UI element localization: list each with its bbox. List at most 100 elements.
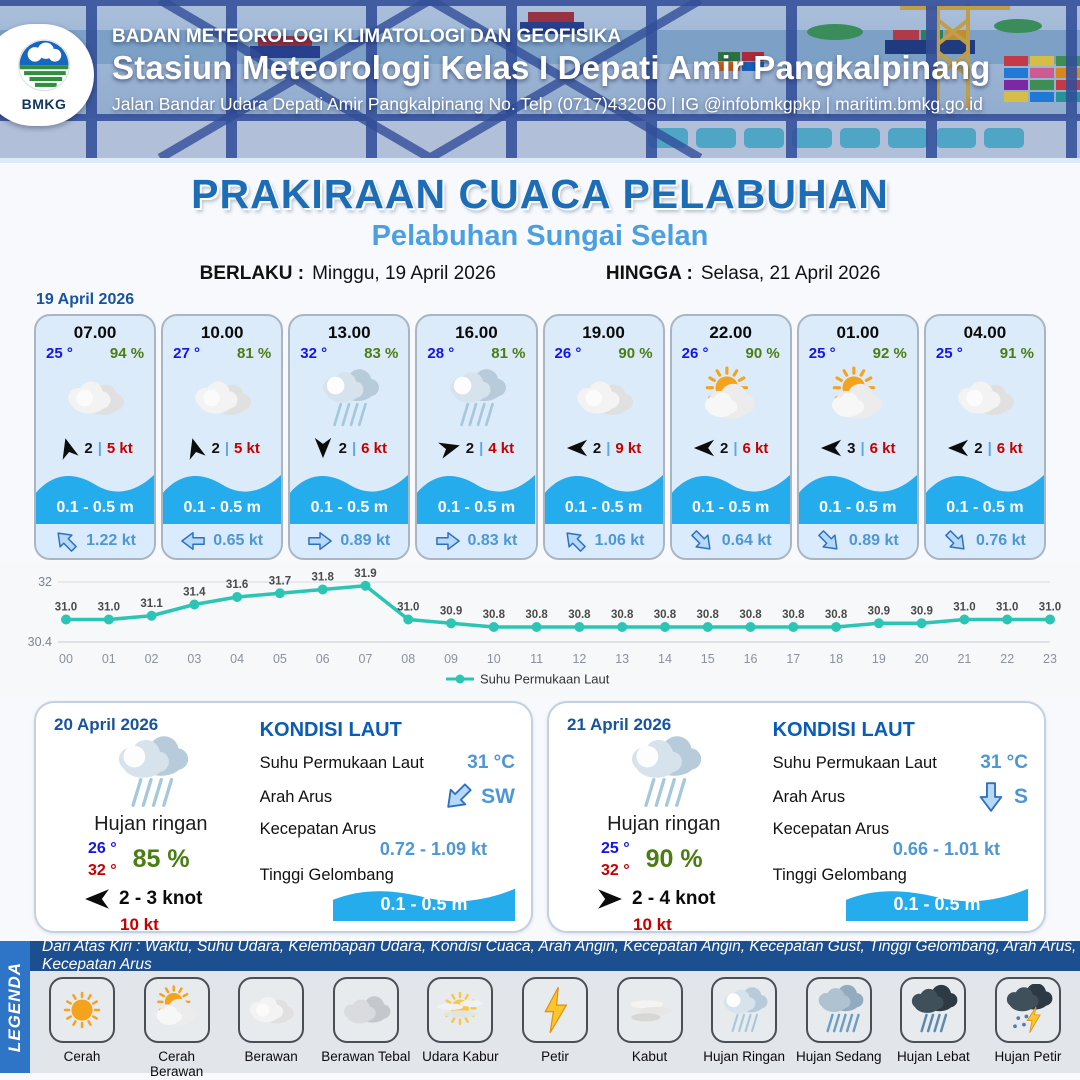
- current-direction-icon: [308, 529, 333, 553]
- legend-item: Cerah Berawan: [131, 977, 223, 1079]
- svg-text:01: 01: [102, 652, 116, 666]
- wave-height-value: 0.1 - 0.5 m: [310, 499, 388, 517]
- valid-until-label: HINGGA :: [605, 263, 693, 284]
- current-row: 0.89 kt: [290, 524, 409, 558]
- wave-height-value: 0.1 - 0.5 m: [893, 894, 981, 914]
- current-row: 0.83 kt: [417, 524, 536, 558]
- wind-range: 2 - 4 knot: [632, 888, 716, 910]
- legend-note: Dari Atas Kiri : Waktu, Suhu Udara, Kele…: [30, 938, 1080, 973]
- wind-speed: 2: [592, 439, 602, 457]
- light-rain-icon: [612, 731, 716, 813]
- humidity-value: 90 %: [745, 345, 780, 362]
- legend-item: Hujan Sedang: [793, 977, 885, 1073]
- wind-direction-icon: [57, 437, 79, 460]
- temp-value: 26 °: [554, 345, 582, 362]
- weather-icon-hujan-ringan: [417, 362, 535, 433]
- legend-item-label: Cerah Berawan: [149, 1049, 204, 1079]
- time-label: 04.00: [963, 323, 1007, 342]
- svg-text:23: 23: [1043, 652, 1057, 666]
- wave-height-badge: 0.1 - 0.5 m: [417, 463, 536, 525]
- wave-height-value: 0.1 - 0.5 m: [819, 499, 897, 517]
- current-speed-value: 1.06 kt: [594, 532, 645, 550]
- forecast-card: 13.00 32 ° 83 % 2 | 6 kt 0.1 - 0.5 m 0.89 kt: [288, 314, 411, 560]
- berawan-icon: [238, 977, 305, 1043]
- wave-height-badge: 0.1 - 0.5 m: [671, 463, 790, 525]
- legend-item: Berawan Tebal: [320, 977, 412, 1073]
- wave-icon: [798, 474, 917, 525]
- gust-divider: |: [351, 439, 357, 457]
- svg-text:31.6: 31.6: [226, 579, 248, 591]
- gust-value: 4 kt: [488, 439, 515, 457]
- wind-row: 3 | 6 kt: [799, 433, 917, 463]
- wave-height-badge: 0.1 - 0.5 m: [925, 463, 1044, 525]
- svg-text:31.0: 31.0: [953, 602, 975, 614]
- day-panel-20-april: 20 April 2026 Hujan ringan 26 ° 32 ° 85 …: [34, 701, 533, 934]
- daily-forecast-panels: 20 April 2026 Hujan ringan 26 ° 32 ° 85 …: [0, 701, 1080, 934]
- svg-text:30.8: 30.8: [525, 609, 548, 621]
- legend-band-label: LEGENDA: [5, 961, 24, 1053]
- svg-text:30.9: 30.9: [910, 605, 932, 617]
- weather-icon-berawan: [926, 362, 1044, 433]
- condition-label: Hujan ringan: [607, 813, 721, 835]
- sst-value: 31 °C: [980, 752, 1028, 773]
- current-direction-icon: [690, 529, 714, 553]
- cerah-berawan-icon: [143, 977, 210, 1043]
- hujan-sedang-icon: [805, 977, 872, 1043]
- current-direction-icon: [181, 529, 206, 553]
- valid-until: HINGGA : Selasa, 21 April 2026: [606, 263, 880, 285]
- svg-text:30.8: 30.8: [739, 609, 762, 621]
- valid-from: BERLAKU : Minggu, 19 April 2026: [200, 263, 496, 285]
- hourly-forecast-section: 19 April 2026 07.00 25 ° 94 % 2 | 5 kt 0.1 - 0…: [0, 291, 1080, 560]
- svg-text:15: 15: [701, 652, 715, 666]
- current-direction-value: S: [1013, 785, 1028, 808]
- legend-item: Hujan Lebat: [887, 977, 979, 1073]
- wind-speed: 2: [211, 439, 220, 457]
- wave-height-badge: 0.1 - 0.5 m: [544, 463, 663, 525]
- gust-value: 6 kt: [361, 439, 388, 457]
- condition-label: Hujan ringan: [94, 813, 208, 835]
- svg-text:04: 04: [230, 652, 244, 666]
- wind-row: 2 | 4 kt: [417, 433, 535, 463]
- station-address: Jalan Bandar Udara Depati Amir Pangkalpi…: [112, 94, 983, 114]
- time-label: 01.00: [836, 323, 880, 342]
- valid-from-label: BERLAKU :: [199, 263, 305, 284]
- legend-section: LEGENDA Dari Atas Kiri : Waktu, Suhu Uda…: [0, 938, 1080, 1079]
- legend-item: Kabut: [604, 977, 696, 1073]
- wind-speed: 3: [847, 439, 856, 457]
- legend-item-label: Kabut: [631, 1049, 668, 1064]
- panel-date: 20 April 2026: [54, 715, 159, 734]
- svg-text:31.0: 31.0: [1039, 602, 1061, 614]
- wind-direction-icon: [597, 886, 623, 912]
- legend-item: Berawan: [225, 977, 317, 1073]
- legend-item-label: Petir: [541, 1049, 569, 1064]
- time-label: 19.00: [582, 323, 625, 342]
- current-direction-icon: [817, 529, 841, 553]
- current-speed-value: 1.22 kt: [86, 532, 136, 550]
- svg-text:31.9: 31.9: [354, 568, 376, 580]
- current-speed-value: 0.64 kt: [721, 532, 772, 550]
- wave-height-label: Tinggi Gelombang: [259, 866, 394, 884]
- hujan-petir-icon: [994, 977, 1061, 1043]
- gust-divider: |: [479, 439, 484, 457]
- wave-height-value: 0.1 - 0.5 m: [946, 499, 1024, 517]
- humidity-value: 91 %: [999, 345, 1034, 362]
- gust-value: 6 kt: [996, 439, 1023, 457]
- legend-item: Cerah: [36, 977, 128, 1073]
- svg-text:31.1: 31.1: [140, 598, 163, 610]
- svg-text:02: 02: [145, 652, 159, 666]
- svg-text:19: 19: [872, 652, 886, 666]
- svg-text:30.8: 30.8: [654, 609, 677, 621]
- wind-speed: 2: [84, 439, 93, 457]
- svg-text:12: 12: [572, 652, 586, 666]
- current-direction-value: SW: [481, 785, 515, 808]
- temp-value: 26 °: [681, 345, 709, 362]
- time-label: 13.00: [328, 323, 371, 342]
- svg-text:11: 11: [530, 652, 543, 666]
- hujan-ringan-icon: [711, 977, 778, 1043]
- weather-icon-cerah-berawan: [799, 362, 917, 433]
- svg-text:30.4: 30.4: [28, 635, 52, 649]
- org-name: BADAN METEOROLOGI KLIMATOLOGI DAN GEOFIS…: [112, 26, 622, 47]
- wind-direction-icon: [84, 886, 110, 912]
- panel-date: 21 April 2026: [567, 715, 672, 734]
- wave-height-value: 0.1 - 0.5 m: [564, 499, 643, 517]
